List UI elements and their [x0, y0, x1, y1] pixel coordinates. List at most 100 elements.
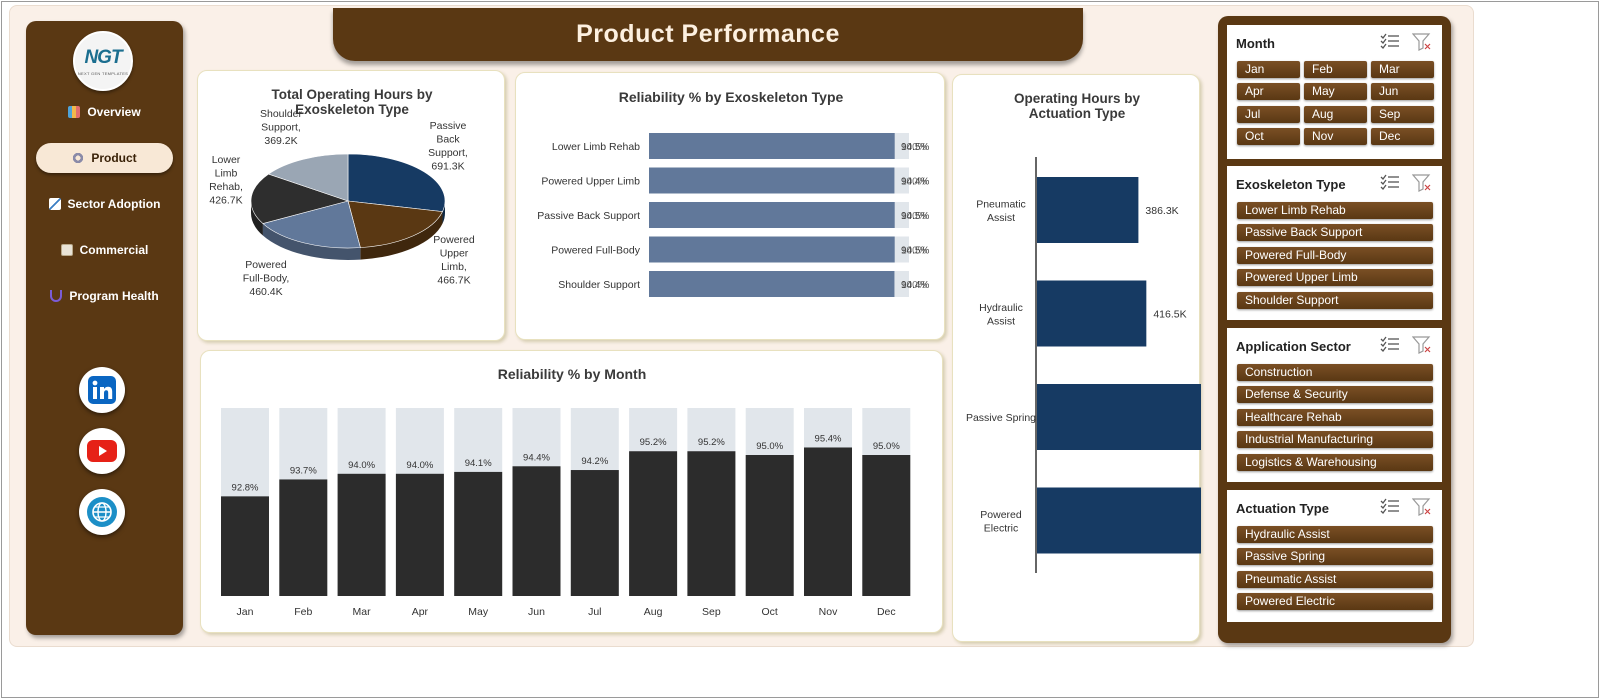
- data-label-track: 100%: [901, 177, 927, 188]
- slicer-item[interactable]: Jul: [1237, 105, 1300, 123]
- pie-slice: [347, 200, 443, 248]
- slicer-item[interactable]: Shoulder Support: [1237, 291, 1433, 309]
- slicer-item[interactable]: Hydraulic Assist: [1237, 526, 1433, 543]
- clear-filter-icon[interactable]: [1412, 498, 1432, 516]
- slicer-item[interactable]: Oct: [1237, 128, 1300, 146]
- multi-select-icon[interactable]: [1380, 174, 1400, 190]
- gear-icon: [72, 152, 85, 164]
- nav-label: Overview: [87, 105, 141, 119]
- category-label: Powered Electric: [980, 509, 1022, 535]
- linkedin-button[interactable]: [79, 367, 125, 413]
- multi-select-icon[interactable]: [1380, 498, 1400, 514]
- pie-data-label: Lower Limb Rehab, 426.7K: [209, 154, 243, 207]
- slicer-item[interactable]: Powered Electric: [1237, 593, 1433, 611]
- slicer-item[interactable]: Aug: [1304, 105, 1367, 123]
- slicer-item[interactable]: Pneumatic Assist: [1237, 570, 1433, 588]
- slicer-toolbar: [1380, 33, 1432, 51]
- pie-data-label: Powered Full-Body, 460.4K: [243, 259, 290, 298]
- x-tick-label: Jan: [237, 606, 254, 618]
- logo-subtext: NEXT GEN TEMPLATES: [77, 71, 129, 76]
- bar: [570, 470, 619, 596]
- nav-product[interactable]: Product: [36, 143, 173, 173]
- reliability-month-card: Reliability % by Month 92.8% Jan 93.7% Feb 9…: [200, 350, 943, 633]
- x-tick-label: Mar: [353, 606, 372, 618]
- slicer-title: Actuation Type: [1236, 501, 1329, 516]
- category-label: Shoulder Support: [558, 279, 640, 291]
- bar: [454, 471, 503, 596]
- nav-label: Program Health: [69, 289, 159, 303]
- slicer-item[interactable]: Powered Upper Limb: [1237, 269, 1433, 287]
- slicer-item[interactable]: May: [1304, 83, 1367, 101]
- slicer-item[interactable]: Feb: [1304, 61, 1367, 78]
- bar: [649, 202, 895, 228]
- x-tick-label: Dec: [877, 606, 896, 618]
- category-label: Hydraulic Assist: [979, 302, 1023, 328]
- data-label: 94.5%: [901, 211, 929, 222]
- data-label-track: 100%: [901, 246, 927, 257]
- x-tick-label: Jul: [588, 606, 601, 618]
- chart-title: Total Operating Hours by Exoskeleton Type: [271, 87, 433, 117]
- website-button[interactable]: [79, 489, 125, 535]
- slicer-month: Month Jan Feb Mar Apr May Jun Jul Aug Sep Oct Nov De…: [1227, 25, 1442, 159]
- slicer-application-sector: Application Sector Construction Defense & …: [1227, 328, 1442, 482]
- slicer-item[interactable]: Dec: [1371, 128, 1434, 146]
- slicer-item[interactable]: Apr: [1237, 83, 1300, 101]
- slicer-item[interactable]: Nov: [1304, 128, 1367, 146]
- bar: [337, 473, 386, 596]
- slicer-item[interactable]: Powered Full-Body: [1237, 246, 1433, 264]
- slicer-item[interactable]: Defense & Security: [1237, 386, 1433, 404]
- multi-select-icon[interactable]: [1380, 33, 1400, 49]
- data-label: 94.0%: [348, 460, 375, 471]
- pie-data-label: Passive Back Support, 691.3K: [428, 120, 468, 173]
- x-tick-label: Jun: [528, 606, 545, 618]
- slicer-toolbar: [1380, 174, 1432, 192]
- slicer-item[interactable]: Healthcare Rehab: [1237, 408, 1433, 426]
- globe-icon: [87, 497, 117, 527]
- slicer-item[interactable]: Logistics & Warehousing: [1237, 453, 1433, 471]
- bar: [279, 479, 328, 596]
- category-label: Lower Limb Rehab: [552, 141, 640, 153]
- slicer-title: Month: [1236, 36, 1275, 51]
- reliability-type-card: Reliability % by Exoskeleton Type Lower …: [515, 72, 945, 340]
- slicer-item[interactable]: Construction: [1237, 364, 1433, 381]
- multi-select-icon[interactable]: [1380, 336, 1400, 352]
- data-label-track: 100%: [901, 280, 927, 291]
- slicer-item[interactable]: Sep: [1371, 105, 1434, 123]
- clear-filter-icon[interactable]: [1412, 174, 1432, 192]
- bar: [395, 473, 444, 596]
- slicer-item[interactable]: Jun: [1371, 83, 1434, 101]
- slicer-item[interactable]: Mar: [1371, 61, 1434, 78]
- nav-sector-adoption[interactable]: Sector Adoption: [36, 189, 173, 219]
- nav-overview[interactable]: Overview: [36, 97, 173, 127]
- clear-filter-icon[interactable]: [1412, 33, 1432, 51]
- line-chart-icon: [48, 198, 61, 210]
- bar: [862, 455, 911, 596]
- bar: [1037, 177, 1139, 243]
- clear-filter-icon[interactable]: [1412, 336, 1432, 354]
- nav-label: Product: [91, 151, 137, 165]
- data-label: 94.5%: [901, 246, 929, 257]
- slicer-item[interactable]: Jan: [1237, 61, 1300, 78]
- bar: [1037, 384, 1214, 450]
- x-tick-label: Sep: [702, 606, 721, 618]
- slicer-item[interactable]: Passive Back Support: [1237, 224, 1433, 242]
- youtube-button[interactable]: [79, 428, 125, 474]
- bar: [745, 455, 794, 596]
- nav-commercial[interactable]: Commercial: [36, 235, 173, 265]
- slicer-item[interactable]: Passive Spring: [1237, 548, 1433, 566]
- x-tick-label: Nov: [819, 606, 838, 618]
- bar: [629, 451, 678, 596]
- ngt-logo[interactable]: NGT NEXT GEN TEMPLATES: [73, 31, 133, 91]
- logo-text: NGT: [84, 47, 122, 68]
- slicer-item[interactable]: Lower Limb Rehab: [1237, 202, 1433, 219]
- bar: [649, 236, 895, 263]
- nav-program-health[interactable]: Program Health: [36, 281, 173, 311]
- pie-chart-card: Total Operating Hours by Exoskeleton Type…: [197, 70, 505, 341]
- slicer-toolbar: [1380, 498, 1432, 516]
- bar-chart-icon: [68, 106, 81, 118]
- data-label: 93.7%: [290, 465, 317, 476]
- reliability-type-bar-chart: Reliability % by Exoskeleton Type Lower …: [537, 89, 929, 297]
- pie-slice-side: [262, 223, 361, 260]
- slicer-item[interactable]: Industrial Manufacturing: [1237, 431, 1433, 449]
- data-label: 94.1%: [465, 458, 492, 469]
